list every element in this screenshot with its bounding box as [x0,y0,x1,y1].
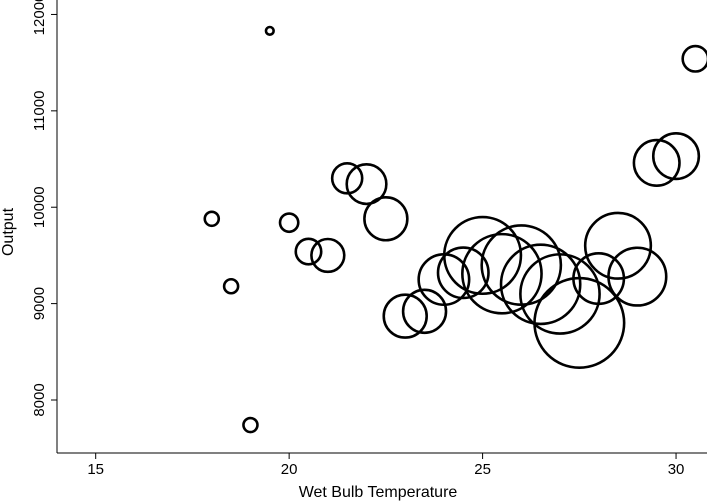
data-point [264,25,275,36]
data-point [278,212,300,234]
data-point [436,246,490,300]
data-point [330,161,364,195]
data-point [242,416,259,434]
data-point [632,138,681,187]
data-point [310,237,346,274]
data-point [519,253,601,335]
data-point [442,215,523,296]
data-points [203,25,707,434]
data-point [363,196,409,242]
x-axis-title: Wet Bulb Temperature [299,484,458,501]
x-tick-label: 20 [281,461,298,478]
x-axis-ticks: 15 20 25 30 [87,453,684,478]
data-point [222,277,240,295]
data-point [533,276,626,370]
data-point [607,246,668,307]
y-tick-label: 11000 [31,91,48,132]
data-point [294,237,323,266]
plot-frame [56,0,707,454]
data-point [382,293,428,339]
data-point [203,210,221,228]
data-point [583,211,653,280]
data-point [461,232,543,315]
y-tick-label: 8000 [31,383,48,416]
data-point [401,288,448,335]
y-tick-label: 10000 [31,186,48,228]
data-point [345,162,388,206]
x-tick-label: 15 [87,461,104,478]
y-axis-ticks: 8000 9000 10000 11000 12000 [31,0,57,417]
data-point [651,132,701,181]
data-point [499,243,582,326]
y-axis-title: Output [0,207,17,256]
y-tick-label: 9000 [31,287,48,320]
x-tick-label: 30 [668,461,685,478]
x-tick-label: 25 [474,461,491,478]
y-tick-label: 12000 [31,0,48,35]
data-point [681,44,707,73]
